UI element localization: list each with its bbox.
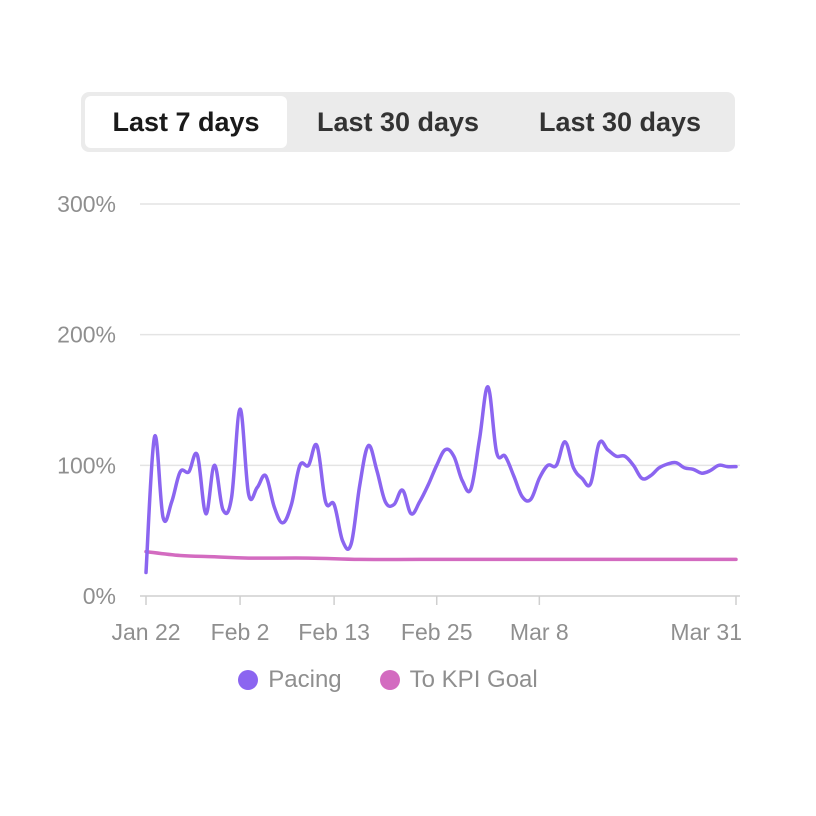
tab-last-7-days[interactable]: Last 7 days — [85, 96, 287, 148]
x-tick-label: Mar 8 — [510, 619, 569, 645]
x-tick-label: Mar 31 — [670, 619, 742, 645]
date-range-tabs: Last 7 days Last 30 days Last 30 days — [81, 92, 735, 152]
x-tick-label: Feb 2 — [211, 619, 270, 645]
tab-last-30-days-alt[interactable]: Last 30 days — [538, 106, 702, 137]
legend-label-pacing: Pacing — [268, 666, 342, 693]
legend-item-pacing[interactable]: Pacing — [238, 666, 342, 694]
y-tick-label: 200% — [57, 322, 116, 348]
chart-legend: Pacing To KPI Goal — [0, 666, 776, 694]
y-tick-label: 300% — [57, 191, 116, 217]
x-tick-label: Feb 13 — [298, 619, 370, 645]
x-tick-label: Jan 22 — [111, 619, 180, 645]
y-tick-label: 100% — [57, 452, 116, 478]
pacing-legend-marker — [238, 670, 259, 690]
y-tick-label: 0% — [83, 583, 116, 609]
grid-lines — [140, 203, 740, 467]
y-axis-ticks: 0% 100% 200% 300% — [57, 191, 116, 609]
pacing-line-chart: 0% 100% 200% 300% Jan 22 Feb 2 Feb 13 Feb 25 Ma… — [57, 191, 742, 645]
tab-last-30-days[interactable]: Last 30 days — [316, 106, 480, 137]
kpi-goal-legend-marker — [379, 670, 400, 690]
kpi-goal-series-line — [144, 549, 738, 562]
pacing-series-line — [144, 385, 738, 575]
series-lines — [144, 385, 738, 575]
x-axis: Jan 22 Feb 2 Feb 13 Feb 25 Mar 8 Mar 31 — [111, 595, 742, 645]
legend-item-kpi-goal[interactable]: To KPI Goal — [379, 666, 538, 694]
x-tick-label: Feb 25 — [401, 619, 473, 645]
legend-label-kpi-goal: To KPI Goal — [409, 666, 538, 693]
